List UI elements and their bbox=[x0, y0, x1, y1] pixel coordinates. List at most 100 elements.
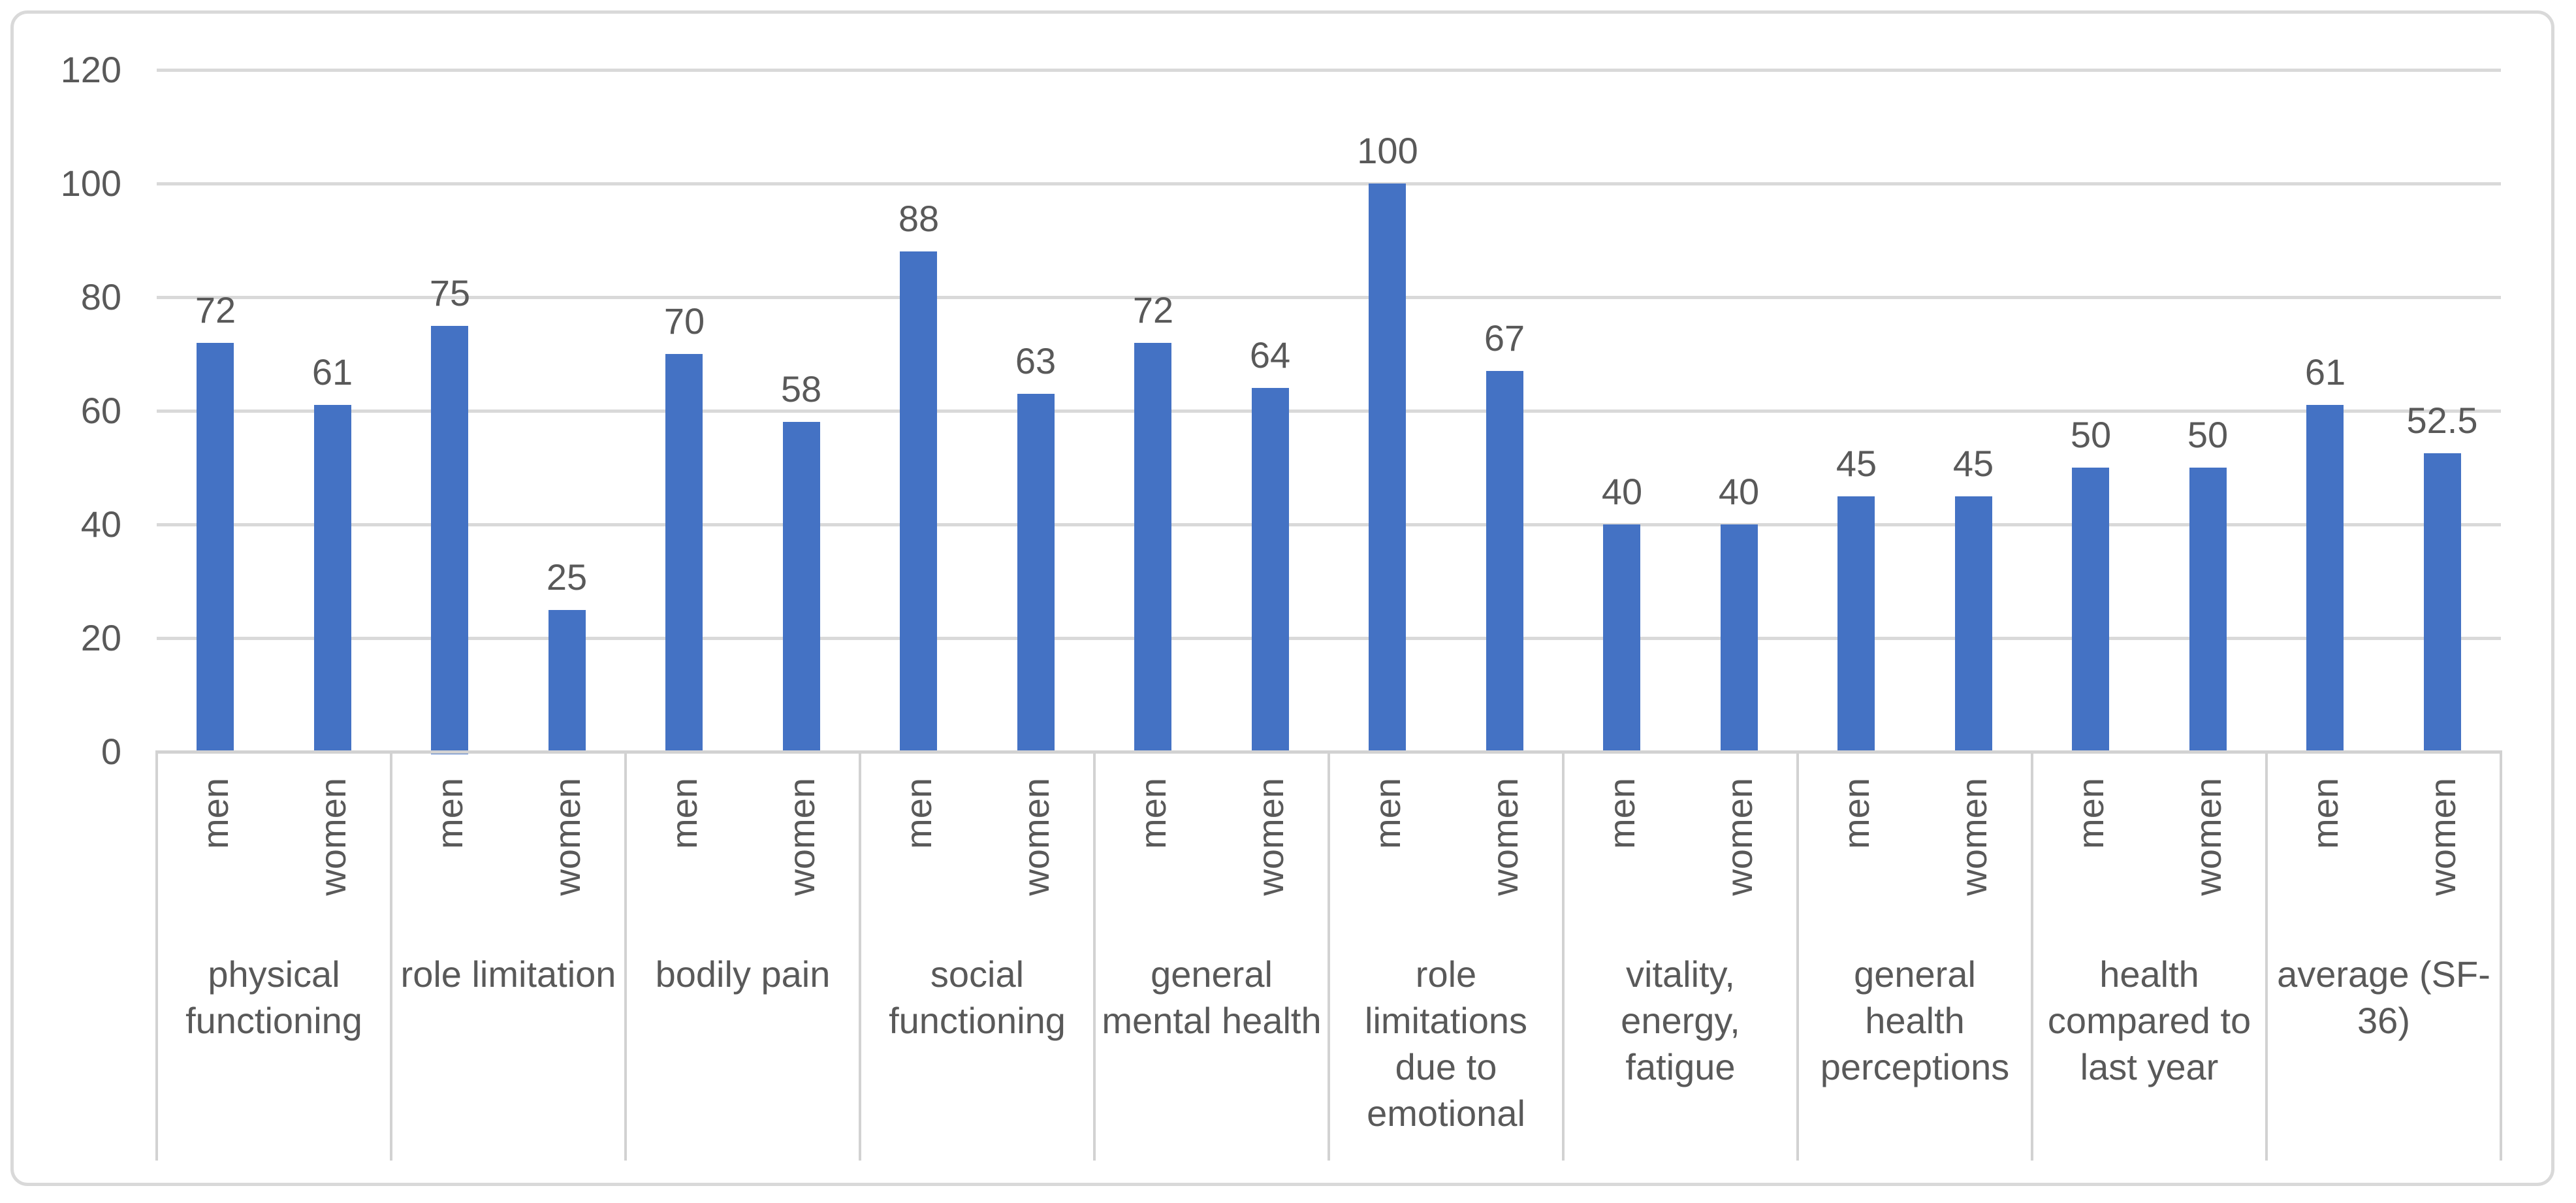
bar bbox=[1017, 394, 1055, 754]
band-divider bbox=[2265, 752, 2268, 1161]
series-label-slot: women bbox=[1681, 752, 1798, 951]
bar-value-label: 50 bbox=[2187, 414, 2229, 455]
series-label-slot: men bbox=[2032, 752, 2150, 951]
category-label: general mental health bbox=[1102, 954, 1322, 1041]
series-label-slot: women bbox=[1446, 752, 1564, 951]
y-tick-label: 60 bbox=[80, 390, 121, 431]
bar-value-label: 67 bbox=[1484, 317, 1525, 359]
gridline bbox=[157, 182, 2501, 185]
series-label-men: men bbox=[429, 778, 470, 849]
series-label-slot: men bbox=[1563, 752, 1681, 951]
bar bbox=[1252, 388, 1289, 754]
series-label-slot: women bbox=[1212, 752, 1329, 951]
band-divider bbox=[2500, 752, 2502, 1161]
bar-value-label: 72 bbox=[195, 289, 236, 330]
bar bbox=[1603, 524, 1640, 754]
series-label-slot: women bbox=[2150, 752, 2267, 951]
band-divider bbox=[859, 752, 861, 1161]
series-label-slot: men bbox=[860, 752, 978, 951]
bar-value-label: 45 bbox=[1952, 443, 1994, 484]
series-label-women: women bbox=[781, 778, 822, 896]
gridline bbox=[157, 409, 2501, 413]
series-label-men: men bbox=[195, 778, 236, 849]
category-label-box: bodily pain bbox=[626, 951, 860, 1161]
series-label-slot: men bbox=[157, 752, 274, 951]
category-label-box: social functioning bbox=[860, 951, 1094, 1161]
bar bbox=[783, 422, 820, 754]
category-label: health compared to last year bbox=[2047, 954, 2251, 1087]
bar-value-label: 64 bbox=[1249, 334, 1291, 376]
series-label-slot: men bbox=[626, 752, 743, 951]
series-label-slot: men bbox=[1094, 752, 1212, 951]
category-label: role limitations due to emotional bbox=[1365, 954, 1527, 1134]
category-label-box: general mental health bbox=[1094, 951, 1329, 1161]
bar bbox=[665, 354, 703, 754]
category-label: social functioning bbox=[889, 954, 1066, 1041]
category-label-box: role limitations due to emotional bbox=[1329, 951, 1563, 1161]
category-label-box: role limitation bbox=[391, 951, 626, 1161]
bar-value-label: 25 bbox=[546, 556, 588, 598]
bar bbox=[431, 326, 468, 754]
category-label-box: vitality, energy, fatigue bbox=[1563, 951, 1798, 1161]
bar bbox=[1369, 184, 1406, 754]
bar bbox=[197, 343, 234, 754]
bar-value-label: 58 bbox=[780, 368, 822, 409]
series-label-slot: men bbox=[1798, 752, 1915, 951]
bar bbox=[2072, 468, 2109, 754]
band-divider bbox=[2031, 752, 2033, 1161]
category-label: role limitation bbox=[400, 954, 616, 995]
series-label-slot: men bbox=[2266, 752, 2384, 951]
series-label-women: women bbox=[2422, 778, 2463, 896]
gridline bbox=[157, 637, 2501, 640]
series-label-men: men bbox=[2070, 778, 2111, 849]
bar-value-label: 70 bbox=[663, 300, 705, 342]
y-tick-label: 0 bbox=[101, 731, 121, 772]
band-divider bbox=[1796, 752, 1799, 1161]
bar bbox=[1837, 496, 1875, 754]
bar-value-label: 88 bbox=[898, 198, 940, 239]
bar-value-label: 40 bbox=[1718, 471, 1760, 512]
y-tick-label: 40 bbox=[80, 504, 121, 545]
band-divider bbox=[390, 752, 392, 1161]
category-label-box: health compared to last year bbox=[2032, 951, 2266, 1161]
bar-value-label: 75 bbox=[429, 272, 471, 313]
series-label-women: women bbox=[1719, 778, 1760, 896]
series-label-men: men bbox=[2304, 778, 2345, 849]
category-label-box: general health perceptions bbox=[1798, 951, 2032, 1161]
series-label-men: men bbox=[1601, 778, 1642, 849]
y-tick-label: 120 bbox=[60, 49, 121, 90]
bar-value-label: 61 bbox=[2304, 351, 2346, 393]
series-label-men: men bbox=[663, 778, 705, 849]
band-divider bbox=[624, 752, 627, 1161]
category-label: physical functioning bbox=[185, 954, 362, 1041]
bar bbox=[2424, 453, 2461, 754]
x-axis-line bbox=[155, 750, 2502, 754]
series-label-women: women bbox=[1015, 778, 1057, 896]
y-tick-label: 80 bbox=[80, 276, 121, 317]
series-label-women: women bbox=[1250, 778, 1291, 896]
series-label-slot: men bbox=[391, 752, 509, 951]
series-label-slot: women bbox=[2384, 752, 2502, 951]
band-divider bbox=[1328, 752, 1330, 1161]
category-label: bodily pain bbox=[655, 954, 831, 995]
y-tick-label: 20 bbox=[80, 617, 121, 658]
bar-value-label: 45 bbox=[1836, 443, 1877, 484]
bar-value-label: 72 bbox=[1132, 289, 1174, 330]
bar bbox=[549, 610, 586, 754]
bar-value-label: 100 bbox=[1357, 130, 1418, 171]
series-label-men: men bbox=[1836, 778, 1877, 849]
series-label-slot: women bbox=[509, 752, 626, 951]
category-label-box: physical functioning bbox=[157, 951, 391, 1161]
category-label-box: average (SF-36) bbox=[2266, 951, 2501, 1161]
bar-value-label: 63 bbox=[1015, 340, 1057, 381]
bar-value-label: 50 bbox=[2070, 414, 2112, 455]
bar-value-label: 40 bbox=[1601, 471, 1643, 512]
bar bbox=[1721, 524, 1758, 754]
band-divider bbox=[1562, 752, 1565, 1161]
bar bbox=[314, 405, 351, 754]
y-tick-label: 100 bbox=[60, 163, 121, 204]
series-label-slot: women bbox=[978, 752, 1095, 951]
bar bbox=[2189, 468, 2227, 754]
band-divider bbox=[155, 752, 158, 1161]
